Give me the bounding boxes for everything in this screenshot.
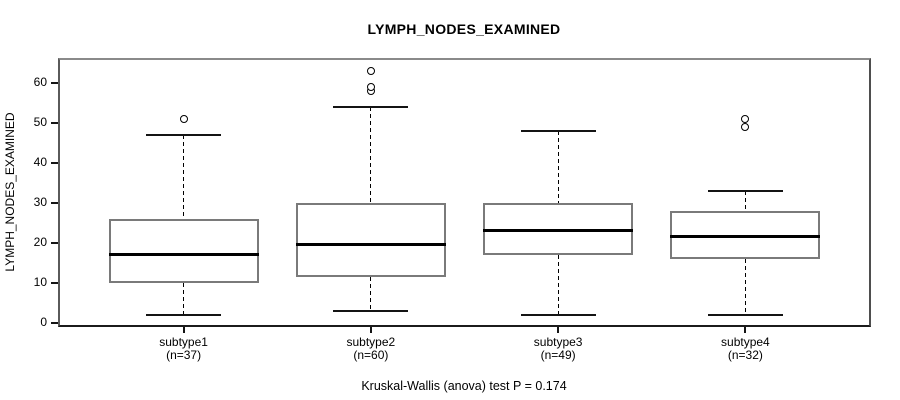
outlier-point bbox=[741, 115, 750, 124]
lower-whisker-cap bbox=[520, 313, 596, 316]
y-tick-label: 20 bbox=[33, 234, 47, 249]
outlier-point bbox=[741, 123, 750, 132]
outlier-point bbox=[179, 115, 188, 124]
iqr-box bbox=[483, 202, 634, 255]
y-tick-label: 60 bbox=[33, 75, 47, 90]
upper-whisker-line bbox=[183, 135, 185, 219]
y-tick-label: 40 bbox=[33, 155, 47, 170]
upper-whisker-cap bbox=[520, 130, 596, 133]
x-tick-label: subtype2 (n=60) bbox=[281, 336, 461, 362]
x-tick bbox=[182, 327, 185, 333]
category-count-label: (n=32) bbox=[727, 348, 763, 362]
category-label: subtype2 bbox=[346, 335, 396, 349]
x-tick-label: subtype3 (n=49) bbox=[468, 336, 648, 362]
y-tick bbox=[51, 281, 58, 284]
y-tick bbox=[51, 122, 58, 125]
x-tick-label: subtype1 (n=37) bbox=[94, 336, 274, 362]
y-tick bbox=[51, 241, 58, 244]
upper-whisker-line bbox=[744, 191, 746, 211]
y-tick-label: 0 bbox=[40, 314, 47, 329]
outlier-point bbox=[366, 83, 375, 92]
median-line bbox=[483, 229, 634, 233]
x-tick bbox=[557, 327, 560, 333]
lower-whisker-line bbox=[183, 282, 185, 315]
upper-whisker-line bbox=[557, 131, 559, 203]
category-label: subtype4 bbox=[721, 335, 770, 349]
upper-whisker-cap bbox=[333, 106, 409, 109]
outlier-point bbox=[366, 67, 375, 76]
median-line bbox=[295, 243, 446, 247]
category-count-label: (n=37) bbox=[166, 348, 202, 362]
lower-whisker-line bbox=[557, 254, 559, 315]
category-label: subtype1 bbox=[159, 335, 208, 349]
upper-whisker-line bbox=[370, 107, 372, 203]
x-tick bbox=[369, 327, 372, 333]
y-tick-label: 30 bbox=[33, 194, 47, 209]
category-count-label: (n=60) bbox=[353, 348, 389, 362]
category-label: subtype3 bbox=[533, 335, 583, 349]
lower-whisker-cap bbox=[333, 309, 409, 312]
stat-annotation: Kruskal-Wallis (anova) test P = 0.174 bbox=[361, 379, 567, 393]
upper-whisker-cap bbox=[707, 190, 783, 192]
median-line bbox=[108, 253, 259, 257]
iqr-box bbox=[295, 202, 446, 277]
plot-area bbox=[58, 58, 871, 327]
iqr-box bbox=[670, 210, 821, 259]
y-tick-label: 10 bbox=[33, 274, 47, 289]
category-count-label: (n=49) bbox=[540, 348, 576, 362]
chart-title: LYMPH_NODES_EXAMINED bbox=[367, 21, 561, 37]
upper-whisker-cap bbox=[146, 134, 222, 137]
lower-whisker-line bbox=[370, 276, 372, 311]
lower-whisker-cap bbox=[707, 313, 783, 316]
y-tick bbox=[51, 82, 58, 85]
y-tick bbox=[51, 162, 58, 165]
y-tick bbox=[51, 201, 58, 204]
x-tick-label: subtype4 (n=32) bbox=[655, 336, 835, 362]
x-tick bbox=[744, 327, 747, 333]
median-line bbox=[670, 235, 821, 239]
y-tick-label: 50 bbox=[33, 115, 47, 130]
y-tick bbox=[51, 321, 58, 324]
lower-whisker-cap bbox=[146, 313, 222, 316]
iqr-box bbox=[108, 218, 259, 283]
lower-whisker-line bbox=[744, 258, 746, 315]
